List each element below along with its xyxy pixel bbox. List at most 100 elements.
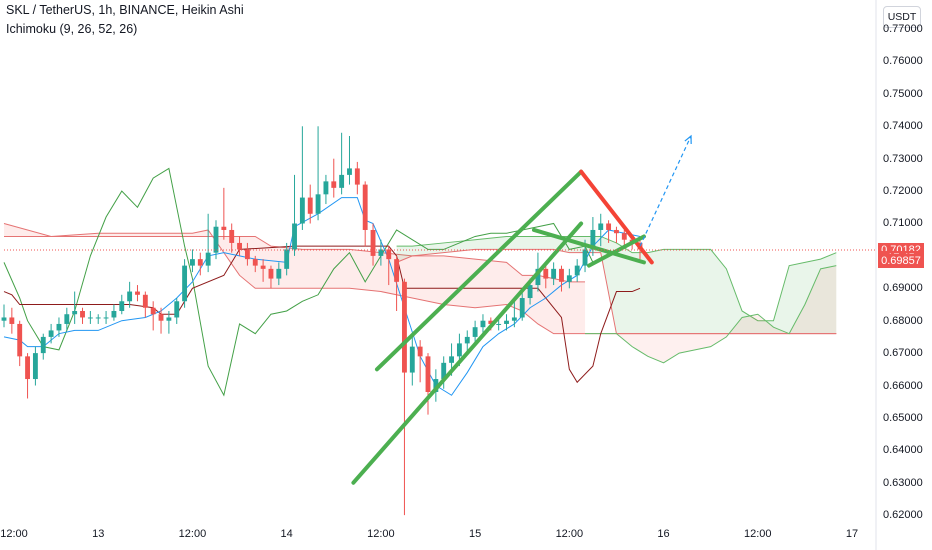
y-tick-label: 0.69000 [883, 282, 923, 295]
candle-body [80, 310, 85, 318]
candle-body [535, 268, 541, 286]
currency-badge[interactable]: USDT [883, 6, 921, 28]
symbol-legend[interactable]: SKL / TetherUS, 1h, BINANCE, Heikin Ashi [6, 3, 244, 17]
candle-body [229, 229, 235, 243]
candle-body [472, 327, 478, 337]
candle-body [582, 249, 588, 266]
conversion-line [3, 197, 641, 396]
candle-body [621, 233, 627, 240]
candle-body [417, 346, 423, 357]
candle-body [64, 314, 70, 324]
candle-body [394, 259, 400, 282]
candle-body [433, 379, 439, 392]
candle-body [268, 268, 274, 279]
y-tick-label: 0.65000 [883, 411, 923, 424]
trendline-0 [351, 221, 584, 485]
candle-body [72, 310, 78, 315]
candle-body [95, 317, 101, 319]
candle-body [307, 197, 313, 214]
trendline-2 [532, 227, 646, 265]
candle-body [378, 249, 384, 256]
candle-body [409, 346, 415, 373]
candle-body [331, 181, 337, 188]
projection-arrow-line [639, 135, 692, 247]
x-tick-label: 12:00 [367, 528, 395, 540]
candle-body [190, 259, 195, 266]
candle-body [559, 268, 564, 282]
x-tick-label: 12:00 [744, 528, 772, 540]
candle-body [551, 268, 557, 279]
x-tick-label: 17 [845, 528, 859, 540]
y-tick-label: 0.72000 [883, 185, 923, 198]
y-tick-label: 0.75000 [883, 87, 923, 100]
y-tick-label: 0.62000 [883, 509, 923, 522]
y-tick-label: 0.67000 [883, 347, 923, 360]
candle-body [449, 356, 454, 363]
candle-body [1, 317, 7, 321]
candle-body [456, 343, 462, 357]
y-tick-label: 0.73000 [883, 152, 923, 165]
candle-body [221, 226, 227, 230]
y-tick-label: 0.76000 [883, 55, 923, 68]
candle-body [252, 259, 258, 266]
candle-body [315, 194, 321, 214]
x-tick-label: 15 [468, 528, 482, 540]
candle-body [174, 301, 180, 318]
cloud-red-span-a [3, 223, 586, 335]
candle-body [480, 320, 486, 328]
candle-body [182, 265, 188, 302]
candle-body [511, 317, 517, 321]
candle-body [488, 320, 494, 324]
candle-body [284, 249, 290, 269]
y-tick-label: 0.68000 [883, 314, 923, 327]
cloud-green-fill [396, 236, 837, 334]
lagging-span-line [3, 167, 594, 397]
trendline-1 [374, 169, 584, 372]
x-tick-label: 12:00 [0, 528, 28, 540]
candle-body [543, 268, 549, 279]
candle-body [17, 323, 23, 357]
x-tick-label: 12:00 [178, 528, 207, 540]
candle-body [299, 197, 305, 224]
candle-body [276, 268, 282, 279]
x-tick-label: 16 [657, 528, 670, 540]
candle-body [370, 229, 376, 256]
candle-body [48, 330, 54, 337]
candle-body [244, 249, 250, 260]
cloud-red-fill [4, 223, 586, 334]
cloud-green-span-a [396, 235, 837, 322]
x-tick-label: 12:00 [555, 528, 584, 540]
candle-body [441, 362, 447, 380]
candle-body [103, 317, 109, 319]
cloud-pink-right-fill [585, 265, 837, 363]
candle-body [197, 259, 203, 266]
candle-body [9, 317, 15, 324]
candle-body [323, 181, 329, 195]
x-tick-label: 14 [280, 528, 293, 540]
drawings-layer [351, 134, 692, 485]
candle-body [504, 320, 509, 324]
candle-body [362, 184, 368, 230]
y-tick-label: 0.77000 [883, 23, 923, 36]
candle-body [150, 307, 156, 315]
candle-body [56, 323, 62, 331]
candle-body [496, 323, 502, 325]
candle-body [386, 249, 392, 260]
candle-body [339, 174, 345, 188]
price-tag: 0.69857 [878, 253, 924, 268]
candle-body [237, 242, 242, 250]
indicator-legend[interactable]: Ichimoku (9, 26, 52, 26) [6, 22, 138, 36]
projection-arrow-head [684, 134, 692, 145]
candle-body [142, 294, 148, 308]
candle-body [166, 317, 172, 321]
candle-body [87, 317, 93, 319]
ichimoku-cloud-layer [3, 223, 837, 364]
candle-body [111, 310, 117, 318]
candle-body [464, 336, 470, 344]
candle-body [25, 356, 30, 380]
y-tick-label: 0.64000 [883, 444, 923, 457]
y-tick-label: 0.71000 [883, 217, 923, 230]
candle-body [354, 168, 360, 185]
